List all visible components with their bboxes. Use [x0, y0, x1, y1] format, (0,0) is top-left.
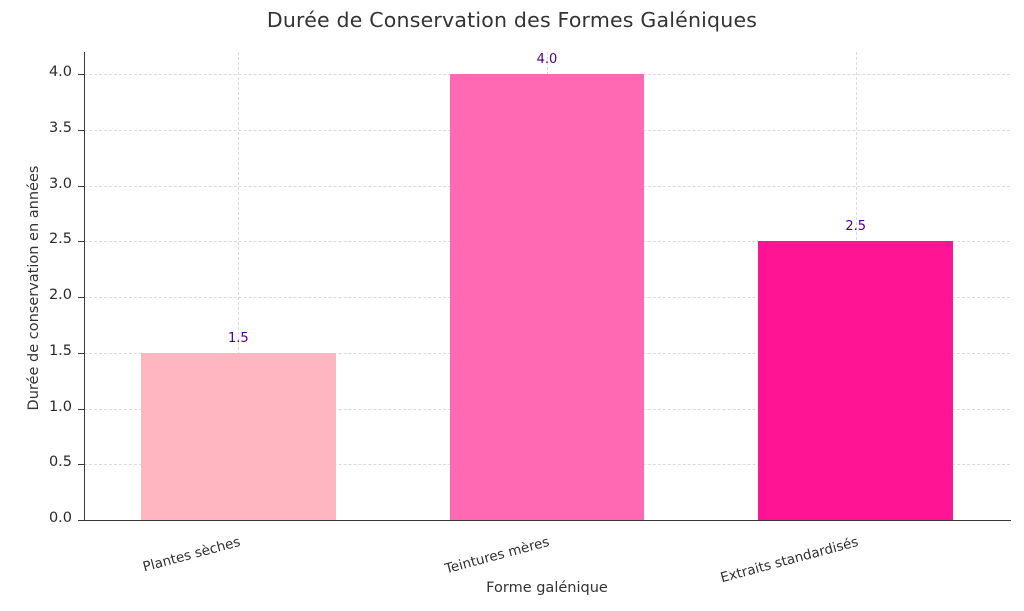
y-tick-label-3.0: 3.0: [48, 175, 72, 192]
y-tick-label-4.0: 4.0: [48, 64, 72, 81]
y-tick-mark-4.0: [78, 74, 84, 76]
y-axis-spine: [84, 52, 85, 521]
bar-value-label-2: 2.5: [845, 219, 866, 235]
y-tick-mark-3.5: [78, 130, 84, 131]
y-tick-label-3.5: 3.5: [48, 120, 72, 136]
y-tick-mark-0.5: [78, 464, 84, 466]
gridline-x-0: [238, 52, 240, 520]
plot-area: 1.5 4.0 2.5: [84, 52, 1010, 521]
bar-value-label-1: 4.0: [536, 52, 558, 68]
y-tick-mark-1.0: [78, 408, 84, 410]
y-tick-mark-2.0: [78, 297, 84, 299]
chart-title: Durée de Conservation des Formes Galéniq…: [266, 8, 758, 32]
y-tick-label-0.5: 0.5: [48, 454, 72, 471]
y-tick-label-1.5: 1.5: [48, 342, 72, 359]
x-axis-label: Forme galénique: [486, 580, 608, 596]
y-tick-mark-1.5: [78, 352, 84, 354]
y-axis-tick-labels: 0.0 0.5 1.0 1.5 2.0 2.5 3.0 3.5 4.0: [8, 0, 72, 611]
bar-0[interactable]: [141, 352, 336, 520]
y-tick-label-2.5: 2.5: [48, 231, 72, 248]
y-tick-label-1.0: 1.0: [48, 398, 72, 415]
y-tick-mark-3.0: [78, 185, 84, 187]
y-tick-label-0.0: 0.0: [48, 510, 72, 526]
bar-value-label-0: 1.5: [227, 330, 249, 346]
bar-2[interactable]: [758, 241, 953, 520]
y-tick-label-2.0: 2.0: [48, 287, 72, 304]
x-axis-spine: [84, 520, 1011, 521]
y-tick-mark-2.5: [78, 241, 84, 243]
y-tick-mark-0.0: [78, 520, 84, 521]
bar-1[interactable]: [449, 74, 645, 520]
